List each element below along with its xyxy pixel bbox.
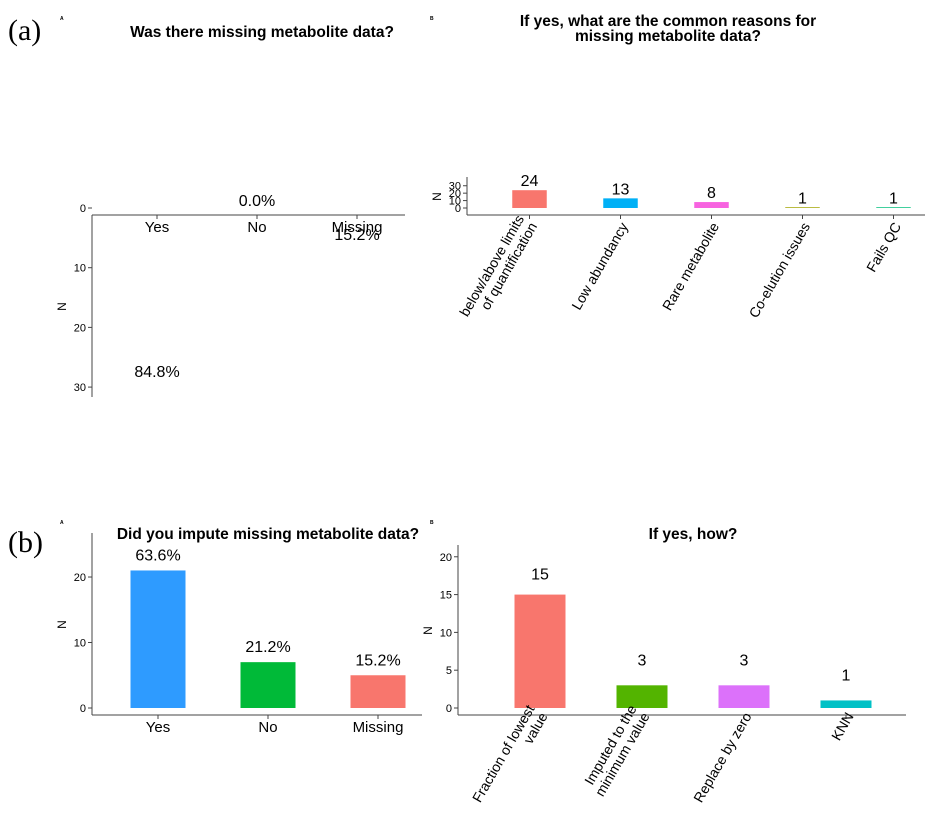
y-tick-label: 15	[440, 590, 452, 602]
data-label: 63.6%	[135, 547, 180, 564]
x-tick-label: Missing	[353, 719, 404, 736]
x-tick-label: Missing	[332, 219, 383, 236]
y-tick-label: 10	[449, 196, 461, 208]
row-label-a: (a)	[8, 14, 41, 47]
x-tick-label: Fraction of lowestvalue	[469, 702, 551, 813]
x-tick-label: Low abundancy	[568, 220, 631, 313]
bar-3	[350, 675, 406, 708]
chart-title: Did you impute missing metabolite data?	[117, 526, 419, 543]
bar-4	[785, 207, 820, 208]
x-tick-label: No	[258, 719, 277, 736]
y-tick-label: 10	[74, 263, 86, 275]
y-tick-label: 10	[74, 638, 86, 650]
data-label: 24	[521, 173, 539, 190]
bar-1	[130, 570, 186, 708]
data-label: 15.2%	[334, 227, 379, 244]
chart-title: Was there missing metabolite data?	[130, 24, 394, 41]
row-label-b: (b)	[8, 526, 43, 559]
y-tick-label: 30	[449, 181, 461, 193]
x-tick-label: Yes	[146, 719, 170, 736]
bar-5	[876, 207, 911, 208]
chart-panel-1: A Was there missing metabolite data? N 0 10 2…	[55, 16, 405, 397]
y-tick-label: 20	[440, 552, 452, 564]
x-tick-label: Co-elution issues	[746, 220, 814, 321]
x-tick-label: Replace by zero	[690, 709, 755, 805]
x-tick-label: Imputed to theminimum value	[579, 702, 653, 799]
chart-panel-3: A Did you impute missing metabolite data?…	[55, 520, 422, 736]
bar-2	[603, 198, 638, 208]
panel-letter: B	[430, 16, 434, 22]
bar-2	[240, 662, 296, 708]
bar-4	[820, 700, 872, 708]
data-label: 84.8%	[134, 364, 179, 381]
panel-letter: B	[430, 520, 434, 526]
x-tick-label-line: Co-elution issues	[746, 220, 814, 321]
x-tick-label: Fails QC	[863, 220, 904, 275]
y-tick-label: 5	[446, 665, 452, 677]
y-axis-label: N	[430, 192, 444, 201]
x-tick-label: No	[247, 219, 266, 236]
bar-3	[718, 685, 770, 708]
chart-title-line: If yes, what are the common reasons for	[520, 13, 816, 30]
y-axis-label: N	[421, 626, 435, 635]
data-label: 0.0%	[239, 193, 275, 210]
data-label: 8	[707, 185, 716, 202]
chart-title: If yes, how?	[649, 526, 738, 543]
x-tick-label-line: Replace by zero	[690, 709, 755, 805]
x-tick-label-line: Fails QC	[863, 220, 904, 275]
chart-panel-4: B If yes, how? N 0 5 10 15 20 15 Fraction of lowe…	[421, 520, 906, 813]
y-tick-label: 0	[80, 703, 86, 715]
chart-panel-2: B If yes, what are the common reasons for…	[430, 13, 925, 327]
data-label: 1	[889, 190, 898, 207]
x-tick-label-line: Low abundancy	[568, 220, 631, 313]
data-label: 1	[842, 667, 851, 684]
x-tick-label: Rare metabolite	[659, 219, 722, 313]
data-label: 3	[740, 652, 749, 669]
x-tick-label: Yes	[145, 219, 169, 236]
x-tick-label-line: Fraction of lowest	[469, 702, 538, 805]
y-tick-label: 20	[74, 322, 86, 334]
data-label: 3	[638, 652, 647, 669]
bar-1	[512, 190, 547, 208]
x-tick-label-line: Rare metabolite	[659, 219, 722, 313]
y-axis-label: N	[55, 302, 69, 311]
y-tick-label: 0	[80, 203, 86, 215]
y-axis-label: N	[55, 620, 69, 629]
data-label: 13	[612, 181, 630, 198]
y-tick-label: 20	[449, 188, 461, 200]
y-tick-label: 30	[74, 382, 86, 394]
data-label: 1	[798, 190, 807, 207]
x-tick-label: below/above limitsof quantification	[456, 212, 540, 327]
y-tick-label: 20	[74, 572, 86, 584]
y-tick-label: 0	[446, 703, 452, 715]
data-label: 15.2%	[355, 652, 400, 669]
bar-3	[694, 202, 729, 208]
y-tick-label: 10	[440, 627, 452, 639]
bar-1	[514, 594, 566, 708]
data-label: 21.2%	[245, 639, 290, 656]
y-tick-label: 0	[455, 203, 461, 215]
chart-title-line: missing metabolite data?	[575, 28, 761, 45]
data-label: 15	[531, 567, 549, 584]
panel-letter: A	[60, 16, 64, 22]
panel-letter: A	[60, 520, 64, 526]
bar-2	[616, 685, 668, 708]
